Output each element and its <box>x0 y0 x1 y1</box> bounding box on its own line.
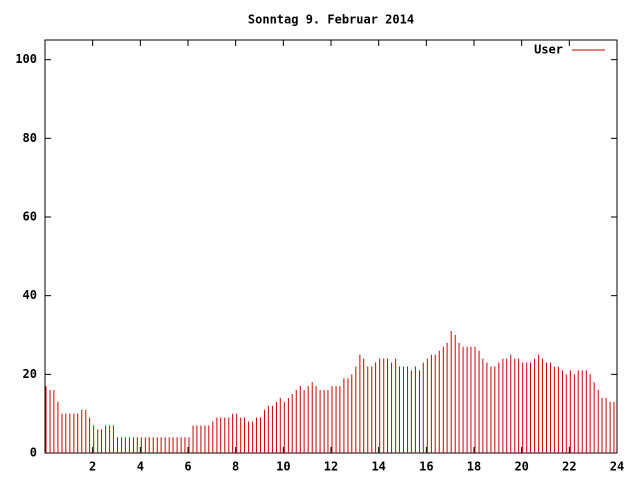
x-tick-label: 24 <box>610 460 624 474</box>
x-tick-label: 20 <box>514 460 528 474</box>
x-tick-label: 2 <box>89 460 96 474</box>
y-tick-label: 0 <box>30 446 37 460</box>
x-tick-label: 6 <box>184 460 191 474</box>
y-tick-label: 60 <box>23 210 37 224</box>
y-tick-label: 20 <box>23 367 37 381</box>
x-tick-label: 8 <box>232 460 239 474</box>
x-tick-label: 14 <box>371 460 385 474</box>
x-tick-label: 12 <box>324 460 338 474</box>
chart-title: Sonntag 9. Februar 2014 <box>248 13 414 27</box>
x-tick-label: 22 <box>562 460 576 474</box>
plot-frame <box>44 39 618 454</box>
x-tick-label: 18 <box>467 460 481 474</box>
x-tick-label: 4 <box>137 460 144 474</box>
x-tick-label: 16 <box>419 460 433 474</box>
y-tick-label: 80 <box>23 131 37 145</box>
y-tick-label: 40 <box>23 288 37 302</box>
legend-label: User <box>534 43 563 57</box>
y-tick-label: 100 <box>15 52 37 66</box>
x-tick-label: 10 <box>276 460 290 474</box>
